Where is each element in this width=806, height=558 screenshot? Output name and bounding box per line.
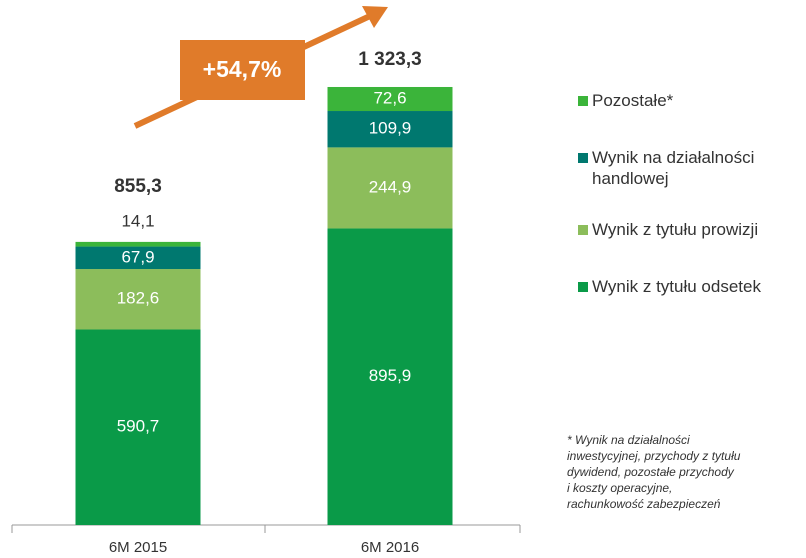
bar-segment xyxy=(327,111,453,148)
footnote: * Wynik na działalności inwestycyjnej, pr… xyxy=(567,432,740,512)
legend-label: Wynik z tytułu odsetek xyxy=(592,277,761,296)
legend-entry: Wynik na działalności handlowej xyxy=(578,147,803,189)
data-label: 895,9 xyxy=(369,366,412,385)
legend-swatch xyxy=(578,153,588,163)
data-label: 182,6 xyxy=(117,289,160,308)
legend-label: Wynik z tytułu prowizji xyxy=(592,220,759,239)
data-label: 67,9 xyxy=(121,247,154,266)
bar-segment xyxy=(75,329,201,525)
bar-segment xyxy=(75,269,201,330)
x-tick-label: 6M 2015 xyxy=(109,539,167,556)
bar-segment xyxy=(75,246,201,270)
total-label: 1 323,3 xyxy=(358,49,421,70)
legend-entry: Wynik z tytułu odsetek xyxy=(578,276,803,297)
data-label: 72,6 xyxy=(373,88,406,107)
legend-entry: Wynik z tytułu prowizji xyxy=(578,219,803,240)
footnote-line: inwestycyjnej, przychody z tytułu xyxy=(567,449,741,463)
bar-segment xyxy=(327,86,453,112)
annotation: +54,7% xyxy=(203,56,282,82)
legend-swatch xyxy=(578,96,588,106)
footnote-line: rachunkowość zabezpieczeń xyxy=(567,497,721,511)
footnote-line: * Wynik na działalności xyxy=(567,433,690,447)
data-label: 590,7 xyxy=(117,417,160,436)
legend-swatch xyxy=(578,225,588,235)
growth-arrow: +54,7% xyxy=(133,6,388,129)
data-label: 244,9 xyxy=(369,177,412,196)
footnote-line: dywidend, pozostałe przychody xyxy=(567,465,734,479)
bar-segment xyxy=(75,241,201,247)
bar-segment xyxy=(327,228,453,525)
legend-label: Wynik na działalności handlowej xyxy=(592,148,755,188)
total-label: 855,3 xyxy=(114,176,162,197)
x-tick-label: 6M 2016 xyxy=(361,539,419,556)
data-label: 109,9 xyxy=(369,119,412,138)
legend-label: Pozostałe* xyxy=(592,91,674,110)
data-label: 14,1 xyxy=(121,211,154,230)
footnote-line: i koszty operacyjne, xyxy=(567,481,673,495)
legend-swatch xyxy=(578,282,588,292)
legend: Pozostałe* Wynik na działalności handlowe… xyxy=(578,90,803,297)
bar-segment xyxy=(327,147,453,229)
legend-entry: Pozostałe* xyxy=(578,90,803,111)
